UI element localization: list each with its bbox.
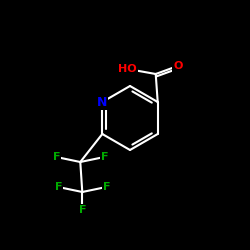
Text: F: F: [78, 205, 86, 215]
Text: F: F: [52, 152, 60, 162]
Text: F: F: [102, 182, 110, 192]
Text: F: F: [54, 182, 62, 192]
Text: O: O: [173, 61, 182, 71]
Text: N: N: [97, 96, 108, 108]
Text: HO: HO: [118, 64, 137, 74]
Text: F: F: [100, 152, 108, 162]
